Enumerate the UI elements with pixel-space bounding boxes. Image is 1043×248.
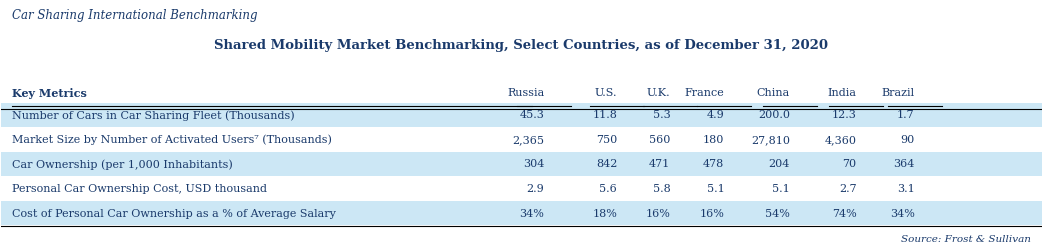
Text: France: France — [684, 89, 724, 98]
Text: 2.7: 2.7 — [839, 184, 856, 194]
Text: 34%: 34% — [519, 209, 544, 218]
Text: 478: 478 — [703, 159, 724, 169]
Text: 18%: 18% — [592, 209, 617, 218]
Text: 54%: 54% — [765, 209, 790, 218]
Text: 304: 304 — [523, 159, 544, 169]
Text: Russia: Russia — [507, 89, 544, 98]
Text: U.K.: U.K. — [647, 89, 671, 98]
Text: 5.6: 5.6 — [600, 184, 617, 194]
Text: 90: 90 — [900, 135, 915, 145]
Bar — [1, 201, 1042, 225]
Text: China: China — [756, 89, 790, 98]
Text: 471: 471 — [649, 159, 671, 169]
Text: 2,365: 2,365 — [512, 135, 544, 145]
Text: Shared Mobility Market Benchmarking, Select Countries, as of December 31, 2020: Shared Mobility Market Benchmarking, Sel… — [215, 39, 828, 52]
Text: India: India — [827, 89, 856, 98]
Bar — [1, 103, 1042, 127]
Text: 16%: 16% — [646, 209, 671, 218]
Text: 5.1: 5.1 — [706, 184, 724, 194]
Text: 3.1: 3.1 — [897, 184, 915, 194]
Text: Car Ownership (per 1,000 Inhabitants): Car Ownership (per 1,000 Inhabitants) — [11, 159, 233, 170]
Text: 560: 560 — [649, 135, 671, 145]
Text: 70: 70 — [843, 159, 856, 169]
Text: Brazil: Brazil — [881, 89, 915, 98]
Text: 364: 364 — [893, 159, 915, 169]
Text: 5.1: 5.1 — [772, 184, 790, 194]
Text: 5.3: 5.3 — [653, 110, 671, 121]
Text: 1.7: 1.7 — [897, 110, 915, 121]
Text: 200.0: 200.0 — [758, 110, 790, 121]
Text: 12.3: 12.3 — [831, 110, 856, 121]
Text: Car Sharing International Benchmarking: Car Sharing International Benchmarking — [11, 9, 258, 22]
Text: 750: 750 — [596, 135, 617, 145]
Text: 34%: 34% — [890, 209, 915, 218]
Text: U.S.: U.S. — [595, 89, 617, 98]
Text: 842: 842 — [596, 159, 617, 169]
Text: 2.9: 2.9 — [527, 184, 544, 194]
Text: Number of Cars in Car Sharing Fleet (Thousands): Number of Cars in Car Sharing Fleet (Tho… — [11, 110, 294, 121]
Text: Key Metrics: Key Metrics — [11, 89, 87, 99]
Text: 4.9: 4.9 — [706, 110, 724, 121]
Text: 45.3: 45.3 — [519, 110, 544, 121]
Text: 180: 180 — [703, 135, 724, 145]
Text: 5.8: 5.8 — [653, 184, 671, 194]
Text: 4,360: 4,360 — [824, 135, 856, 145]
Text: 16%: 16% — [700, 209, 724, 218]
Text: 27,810: 27,810 — [751, 135, 790, 145]
Text: Source: Frost & Sullivan: Source: Frost & Sullivan — [901, 235, 1032, 244]
Text: 74%: 74% — [831, 209, 856, 218]
Text: 11.8: 11.8 — [592, 110, 617, 121]
Text: Cost of Personal Car Ownership as a % of Average Salary: Cost of Personal Car Ownership as a % of… — [11, 209, 336, 218]
Text: Personal Car Ownership Cost, USD thousand: Personal Car Ownership Cost, USD thousan… — [11, 184, 267, 194]
Text: Market Size by Number of Activated Users⁷ (Thousands): Market Size by Number of Activated Users… — [11, 135, 332, 145]
Bar — [1, 152, 1042, 176]
Text: 204: 204 — [769, 159, 790, 169]
